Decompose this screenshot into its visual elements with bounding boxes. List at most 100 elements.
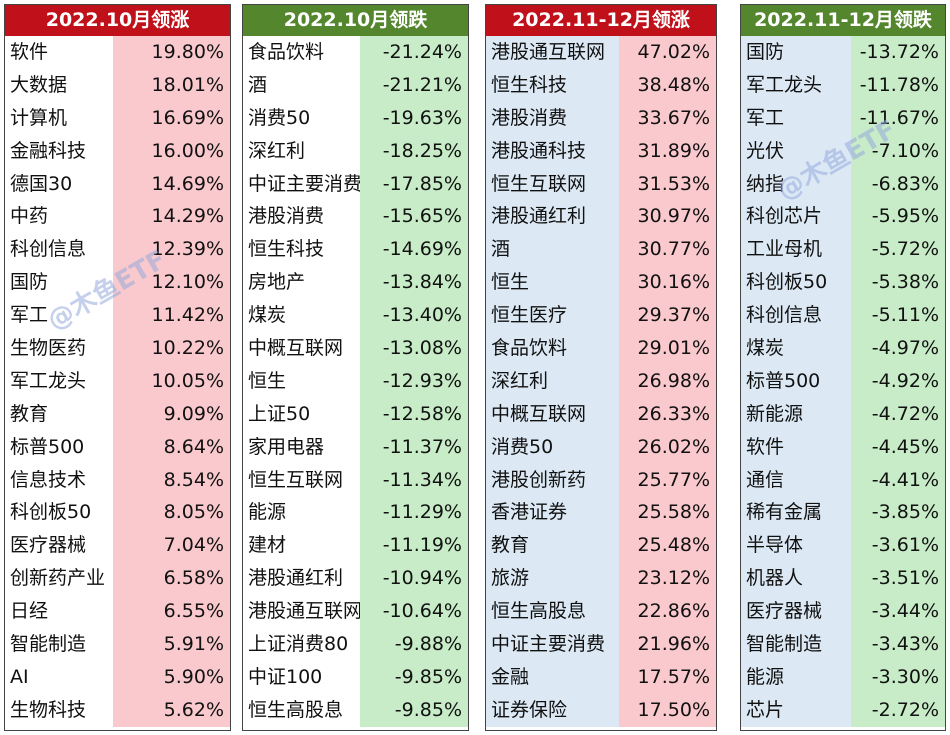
- sector-name: 酒: [243, 68, 360, 102]
- return-value: 19.80%: [113, 36, 230, 69]
- sector-name: 港股通红利: [486, 200, 619, 234]
- return-value: -13.72%: [851, 36, 945, 69]
- table-row: 金融 17.57%: [486, 660, 716, 694]
- table-row: 新能源 -4.72%: [741, 397, 945, 431]
- return-value: 6.58%: [113, 562, 230, 596]
- sector-name: 恒生科技: [243, 233, 360, 267]
- sector-name: AI: [5, 660, 113, 694]
- table-row: 军工龙头 -11.78%: [741, 68, 945, 102]
- sector-name: 酒: [486, 233, 619, 267]
- return-value: -11.19%: [360, 529, 468, 563]
- sector-name: 计算机: [5, 101, 113, 135]
- table-row: 标普500 8.64%: [5, 430, 230, 464]
- return-value: -4.97%: [851, 332, 945, 365]
- table-row: 恒生互联网 -11.34%: [243, 463, 468, 497]
- sector-name: 半导体: [741, 529, 851, 563]
- table-row: 恒生科技 38.48%: [486, 68, 716, 102]
- sector-name: 香港证券: [486, 496, 619, 530]
- return-value: -12.93%: [360, 364, 468, 398]
- table-row: 旅游 23.12%: [486, 562, 716, 596]
- sector-name: 军工龙头: [741, 68, 851, 102]
- table-row: 国防 -13.72%: [741, 36, 945, 69]
- sector-name: 港股消费: [243, 200, 360, 234]
- table-row: 港股通红利 30.97%: [486, 200, 716, 234]
- table-row: 恒生 -12.93%: [243, 364, 468, 398]
- sector-name: 生物科技: [5, 693, 113, 727]
- table-row: 光伏 -7.10%: [741, 134, 945, 168]
- table-row: 大数据 18.01%: [5, 68, 230, 102]
- table-row: 恒生高股息 -9.85%: [243, 693, 468, 727]
- return-value: -15.65%: [360, 200, 468, 234]
- return-value: 8.64%: [113, 430, 230, 464]
- return-value: -6.83%: [851, 167, 945, 201]
- panel-title: 2022.11-12月领涨: [486, 5, 716, 36]
- return-value: 47.02%: [619, 36, 716, 69]
- return-value: -5.38%: [851, 266, 945, 300]
- return-value: -19.63%: [360, 101, 468, 135]
- sector-name: 港股通互联网: [486, 36, 619, 69]
- table-row: 上证消费80 -9.88%: [243, 628, 468, 661]
- return-value: 14.29%: [113, 200, 230, 234]
- table-row: 中证主要消费 -17.85%: [243, 167, 468, 201]
- panel-novdec-gainers: 2022.11-12月领涨 港股通互联网 47.02% 恒生科技 38.48% 港股消费…: [485, 4, 717, 731]
- table-row: 生物医药 10.22%: [5, 332, 230, 365]
- table-row: 中证主要消费 21.96%: [486, 628, 716, 661]
- table-row: 恒生高股息 22.86%: [486, 595, 716, 629]
- sector-name: 房地产: [243, 266, 360, 300]
- sector-name: 医疗器械: [5, 529, 113, 563]
- sector-name: 稀有金属: [741, 496, 851, 530]
- return-value: -10.94%: [360, 562, 468, 596]
- return-value: -3.51%: [851, 562, 945, 596]
- sector-name: 深红利: [486, 364, 619, 398]
- table-row: AI 5.90%: [5, 660, 230, 694]
- return-value: -2.72%: [851, 693, 945, 727]
- return-value: 29.01%: [619, 332, 716, 365]
- return-value: -21.24%: [360, 36, 468, 69]
- sector-name: 恒生高股息: [243, 693, 360, 727]
- return-value: -7.10%: [851, 134, 945, 168]
- table-row: 医疗器械 -3.44%: [741, 595, 945, 629]
- table-row: 科创芯片 -5.95%: [741, 200, 945, 234]
- return-value: 18.01%: [113, 68, 230, 102]
- return-value: 25.48%: [619, 529, 716, 563]
- return-value: -11.78%: [851, 68, 945, 102]
- sector-name: 芯片: [741, 693, 851, 727]
- return-value: -17.85%: [360, 167, 468, 201]
- return-value: 30.77%: [619, 233, 716, 267]
- table-row: 恒生 30.16%: [486, 266, 716, 300]
- table-row: 科创板50 -5.38%: [741, 266, 945, 300]
- rows-oct-losers: 食品饮料 -21.24% 酒 -21.21% 消费50 -19.63% 深红利 -18.25%…: [243, 36, 468, 727]
- return-value: -11.37%: [360, 430, 468, 464]
- sector-name: 港股通互联网: [243, 595, 360, 629]
- table-row: 煤炭 -13.40%: [243, 299, 468, 333]
- return-value: 14.69%: [113, 167, 230, 201]
- sector-name: 能源: [243, 496, 360, 530]
- return-value: -3.85%: [851, 496, 945, 530]
- panel-oct-gainers: 2022.10月领涨 软件 19.80% 大数据 18.01% 计算机 16.69% 金融科…: [4, 4, 231, 731]
- return-value: -18.25%: [360, 134, 468, 168]
- return-value: 25.77%: [619, 463, 716, 497]
- sector-name: 恒生科技: [486, 68, 619, 102]
- sector-name: 软件: [741, 430, 851, 464]
- return-value: 5.62%: [113, 693, 230, 727]
- return-value: -10.64%: [360, 595, 468, 629]
- sector-name: 深红利: [243, 134, 360, 168]
- sector-name: 军工: [5, 299, 113, 333]
- table-row: 工业母机 -5.72%: [741, 233, 945, 267]
- return-value: -11.29%: [360, 496, 468, 530]
- sector-name: 旅游: [486, 562, 619, 596]
- table-row: 港股通互联网 -10.64%: [243, 595, 468, 629]
- table-row: 港股通科技 31.89%: [486, 134, 716, 168]
- table-row: 证券保险 17.50%: [486, 693, 716, 727]
- table-row: 信息技术 8.54%: [5, 463, 230, 497]
- sector-name: 信息技术: [5, 463, 113, 497]
- sector-name: 恒生高股息: [486, 595, 619, 629]
- sector-name: 煤炭: [741, 332, 851, 365]
- sector-name: 消费50: [243, 101, 360, 135]
- sector-name: 国防: [5, 266, 113, 300]
- return-value: 26.02%: [619, 430, 716, 464]
- return-value: -5.72%: [851, 233, 945, 267]
- return-value: -13.84%: [360, 266, 468, 300]
- sector-name: 智能制造: [741, 628, 851, 661]
- panel-novdec-losers: 2022.11-12月领跌 国防 -13.72% 军工龙头 -11.78% 军工 -11.…: [740, 4, 946, 731]
